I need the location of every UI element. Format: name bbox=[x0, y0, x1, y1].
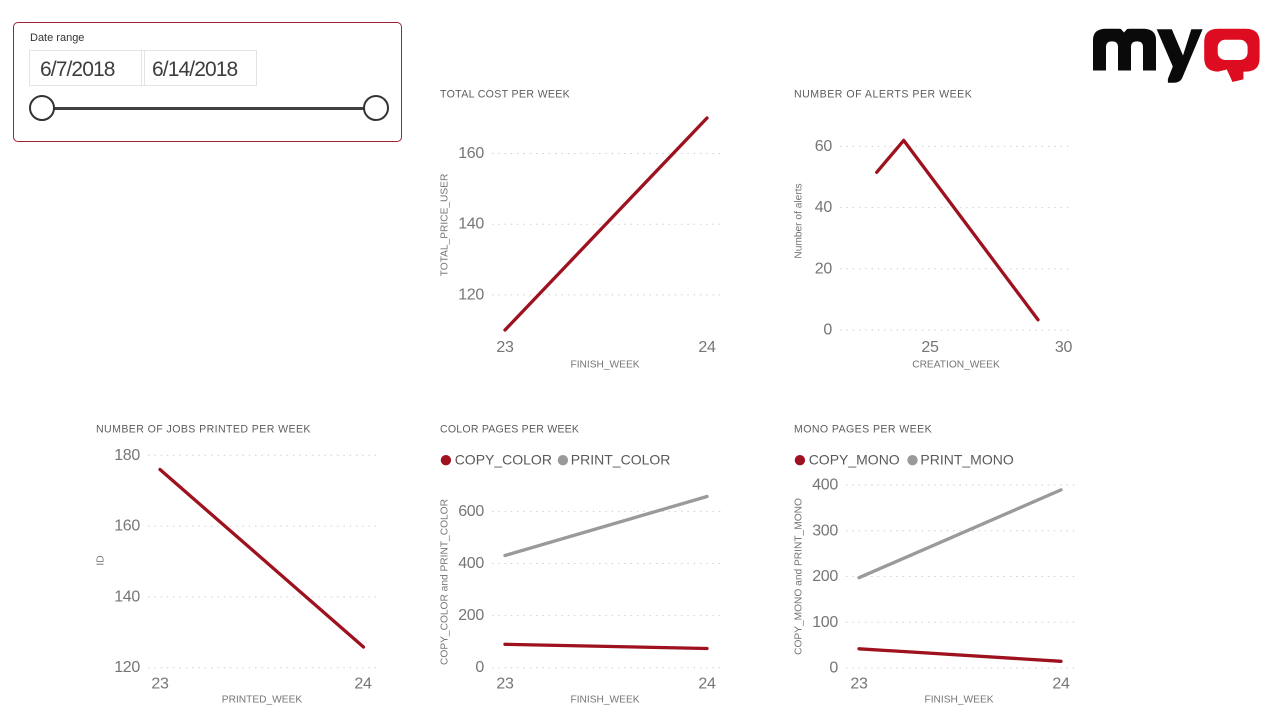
svg-text:COPY_MONO and PRINT_MONO: COPY_MONO and PRINT_MONO bbox=[794, 498, 805, 655]
svg-text:TOTAL_PRICE_USER: TOTAL_PRICE_USER bbox=[440, 174, 451, 277]
svg-text:23: 23 bbox=[496, 676, 514, 693]
svg-text:180: 180 bbox=[114, 447, 140, 464]
svg-text:600: 600 bbox=[458, 503, 484, 520]
svg-text:140: 140 bbox=[114, 588, 140, 605]
svg-text:COPY_MONO: COPY_MONO bbox=[809, 451, 900, 467]
svg-text:NUMBER OF ALERTS PER WEEK: NUMBER OF ALERTS PER WEEK bbox=[794, 89, 972, 101]
svg-text:24: 24 bbox=[354, 676, 372, 693]
svg-text:25: 25 bbox=[921, 339, 939, 356]
svg-text:23: 23 bbox=[850, 676, 868, 693]
svg-text:200: 200 bbox=[458, 607, 484, 624]
svg-text:Number of alerts: Number of alerts bbox=[794, 183, 805, 258]
svg-text:400: 400 bbox=[812, 477, 838, 494]
svg-text:120: 120 bbox=[114, 659, 140, 676]
svg-text:24: 24 bbox=[698, 339, 716, 356]
svg-text:0: 0 bbox=[829, 660, 838, 677]
svg-text:0: 0 bbox=[823, 322, 832, 339]
svg-text:30: 30 bbox=[1055, 339, 1073, 356]
svg-text:COLOR PAGES PER WEEK: COLOR PAGES PER WEEK bbox=[440, 424, 579, 436]
svg-text:120: 120 bbox=[458, 286, 484, 303]
svg-text:400: 400 bbox=[458, 555, 484, 572]
svg-text:160: 160 bbox=[114, 518, 140, 535]
svg-text:40: 40 bbox=[815, 199, 833, 216]
svg-text:COPY_COLOR: COPY_COLOR bbox=[455, 451, 552, 467]
svg-text:MONO PAGES PER WEEK: MONO PAGES PER WEEK bbox=[794, 424, 932, 436]
svg-text:TOTAL COST PER WEEK: TOTAL COST PER WEEK bbox=[440, 89, 570, 101]
svg-text:FINISH_WEEK: FINISH_WEEK bbox=[924, 695, 993, 706]
svg-text:PRINT_MONO: PRINT_MONO bbox=[920, 451, 1013, 467]
svg-text:140: 140 bbox=[458, 216, 484, 233]
svg-text:CREATION_WEEK: CREATION_WEEK bbox=[912, 360, 1000, 371]
svg-text:100: 100 bbox=[812, 614, 838, 631]
svg-text:24: 24 bbox=[698, 676, 716, 693]
svg-text:PRINT_COLOR: PRINT_COLOR bbox=[571, 451, 671, 467]
svg-text:200: 200 bbox=[812, 568, 838, 585]
svg-text:23: 23 bbox=[496, 339, 514, 356]
svg-text:COPY_COLOR and PRINT_COLOR: COPY_COLOR and PRINT_COLOR bbox=[440, 499, 451, 665]
svg-text:FINISH_WEEK: FINISH_WEEK bbox=[570, 360, 639, 371]
svg-text:23: 23 bbox=[151, 676, 169, 693]
svg-text:FINISH_WEEK: FINISH_WEEK bbox=[570, 695, 639, 706]
svg-text:24: 24 bbox=[1052, 676, 1070, 693]
svg-text:20: 20 bbox=[815, 260, 833, 277]
svg-text:ID: ID bbox=[96, 555, 107, 565]
svg-text:NUMBER OF JOBS PRINTED PER WEE: NUMBER OF JOBS PRINTED PER WEEK bbox=[96, 424, 311, 436]
svg-text:160: 160 bbox=[458, 145, 484, 162]
svg-text:0: 0 bbox=[475, 659, 484, 676]
svg-text:60: 60 bbox=[815, 138, 833, 155]
svg-text:300: 300 bbox=[812, 522, 838, 539]
svg-text:PRINTED_WEEK: PRINTED_WEEK bbox=[222, 695, 303, 706]
